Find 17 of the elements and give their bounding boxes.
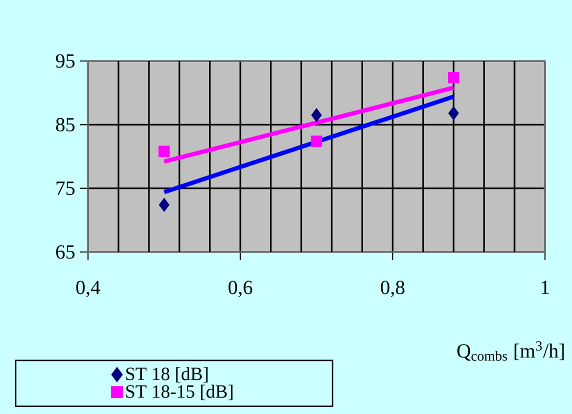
x-tick-label: 0,6 (228, 280, 252, 298)
x-tick-label: 1 (542, 280, 549, 294)
x-axis-title: Q$_{combs}$ [m$^{3}$/h] (457, 341, 564, 361)
point (158, 198, 170, 212)
point (311, 108, 322, 122)
x-tick-label: 0,4 (76, 280, 100, 298)
point (158, 146, 170, 158)
point (448, 106, 459, 120)
point (448, 72, 460, 84)
legend-label: ST 18 [dB] (126, 367, 208, 383)
legend-label: ST 18-15 [dB] (126, 384, 232, 400)
y-tick-label: 95 (56, 54, 75, 68)
y-tick-label: 65 (56, 245, 75, 259)
x-tick-label: 0,8 (380, 280, 404, 298)
y-tick-label: 75 (56, 182, 75, 195)
point (310, 136, 322, 147)
y-tick-label: 85 (56, 118, 75, 132)
